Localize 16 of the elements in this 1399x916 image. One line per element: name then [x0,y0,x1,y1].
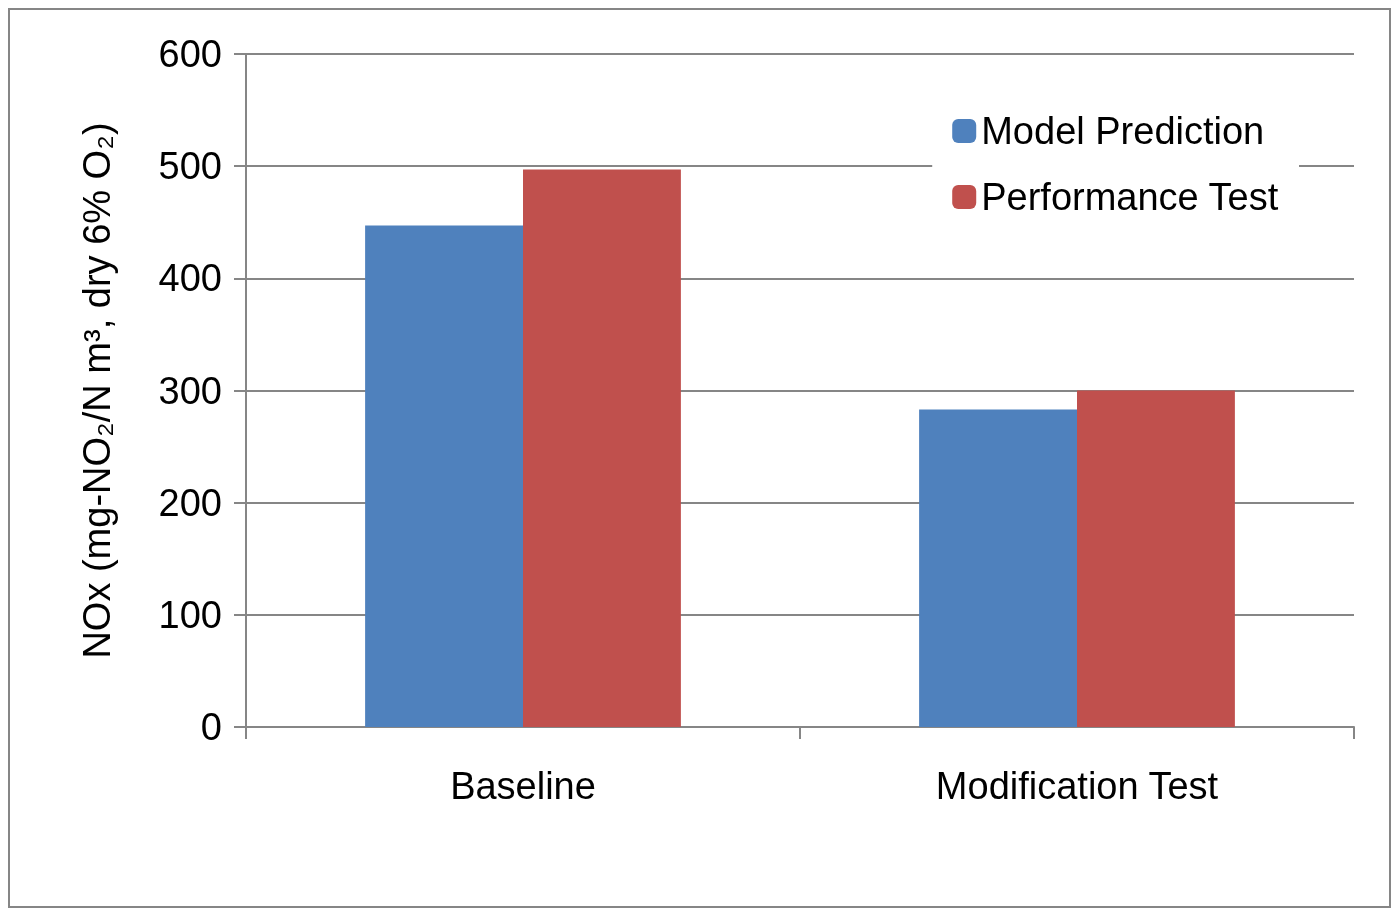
y-tick-label: 200 [158,481,222,524]
x-tick-label: Modification Test [935,765,1219,807]
y-tick-label: 0 [200,706,222,748]
y-tick-label: 600 [158,33,222,75]
y-tick-label: 500 [158,145,222,188]
legend-label: Performance Test [981,176,1279,218]
y-axis-title: NOx (mg-NO₂/N m³, dry 6% O₂) [76,122,118,659]
y-tick-label: 300 [158,369,222,412]
bar [523,169,681,727]
y-tick-label: 100 [158,593,222,636]
y-tick-label: 400 [158,257,222,300]
bar [1077,390,1235,727]
bar [919,409,1077,727]
bar [365,225,523,727]
x-tick-label: Baseline [450,765,596,807]
legend-label: Model Prediction [981,110,1265,152]
